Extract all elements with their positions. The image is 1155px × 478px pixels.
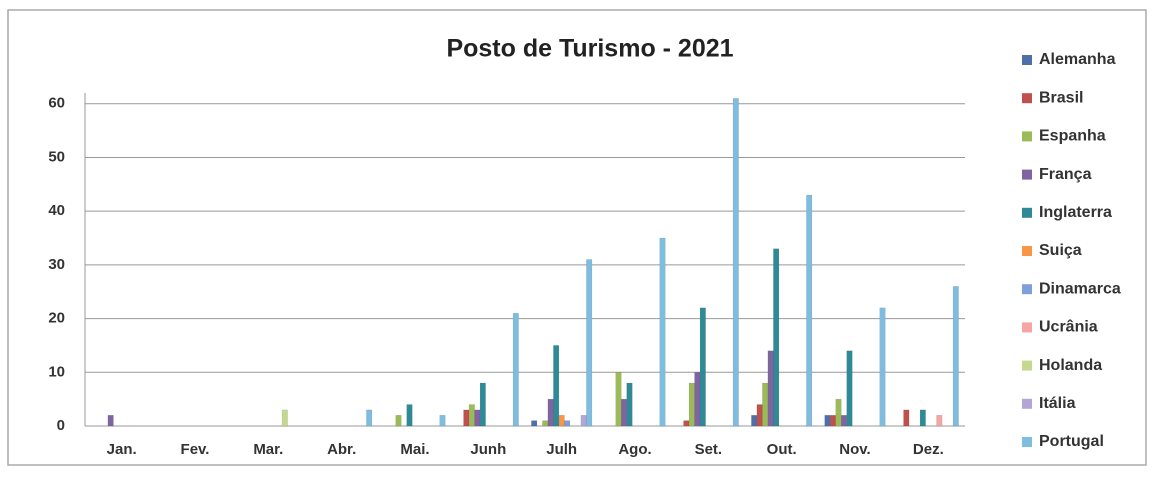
y-tick-label: 50 [48,148,65,165]
bar [542,420,549,427]
x-tick-label: Ago. [618,441,651,458]
legend-swatch [1022,207,1032,218]
legend-label: Dinamarca [1039,280,1121,297]
legend-label: Espanha [1039,128,1106,145]
bar [767,350,774,427]
x-tick-label: Jan. [107,441,137,458]
legend-swatch [1022,55,1032,65]
legend-label: Brasil [1039,89,1083,106]
bar [281,409,288,427]
bar [621,398,627,427]
legend-label: França [1039,166,1092,183]
legend-swatch [1022,284,1032,295]
bar [756,404,763,427]
y-tick-label: 20 [48,310,65,327]
y-tick-label: 0 [57,417,65,434]
bar [366,409,373,427]
legend-label: Alemanha [1039,51,1116,68]
legend-swatch [1022,246,1032,256]
bar [512,312,519,427]
bar [762,382,769,427]
bar [841,415,847,427]
bar [479,382,486,427]
x-tick-label: Dez. [913,441,944,458]
bar [626,382,633,427]
x-tick-label: Julh [546,441,577,458]
bar [553,345,560,427]
legend-label: Ucrânia [1039,319,1098,336]
bar [564,420,571,427]
y-tick-label: 40 [48,202,65,219]
bar [952,286,959,427]
bar [846,350,853,427]
x-tick-label: Fev. [181,441,210,458]
bar [694,372,701,427]
y-tick-label: 60 [48,95,65,112]
bar [406,404,413,427]
bar [830,415,836,427]
bar [531,420,538,427]
legend-label: Itália [1039,395,1076,412]
x-tick-label: Junh [470,441,506,458]
legend-swatch [1022,398,1032,409]
legend-swatch [1022,322,1032,333]
bar [683,420,690,427]
bar [615,372,622,427]
legend-label: Inglaterra [1039,204,1112,221]
bar [773,248,780,427]
bar [903,409,910,427]
bar [699,307,706,427]
bar [879,307,886,427]
bar [439,415,446,427]
bar [824,415,831,427]
x-tick-label: Mai. [400,441,429,458]
bar [919,409,926,427]
bar [835,398,842,427]
bar [732,98,739,427]
bar [107,415,114,427]
legend-swatch [1022,437,1032,447]
legend-label: Suiça [1039,242,1082,259]
bar [751,415,758,427]
bar [936,415,943,427]
bar [659,237,666,427]
legend-swatch [1022,360,1032,371]
bar [558,415,565,427]
chart-title: Posto de Turismo - 2021 [446,35,733,63]
bar [806,194,813,427]
bar [474,409,481,427]
legend-label: Portugal [1039,433,1104,450]
legend-label: Holanda [1039,357,1102,374]
legend-swatch [1022,169,1032,180]
legend-swatch [1022,131,1032,142]
x-tick-label: Nov. [839,441,870,458]
bar [688,382,695,427]
bar [586,259,593,427]
bar [547,398,554,427]
bar [580,415,587,427]
chart-border [7,9,1147,466]
bar [395,415,402,427]
legend-swatch [1022,93,1032,104]
y-tick-label: 10 [48,363,65,380]
x-tick-label: Out. [767,441,797,458]
y-tick-label: 30 [48,256,65,273]
x-tick-label: Abr. [327,441,356,458]
x-tick-label: Set. [695,441,723,458]
x-tick-label: Mar. [253,441,283,458]
bar [468,404,475,427]
bar [463,409,470,427]
